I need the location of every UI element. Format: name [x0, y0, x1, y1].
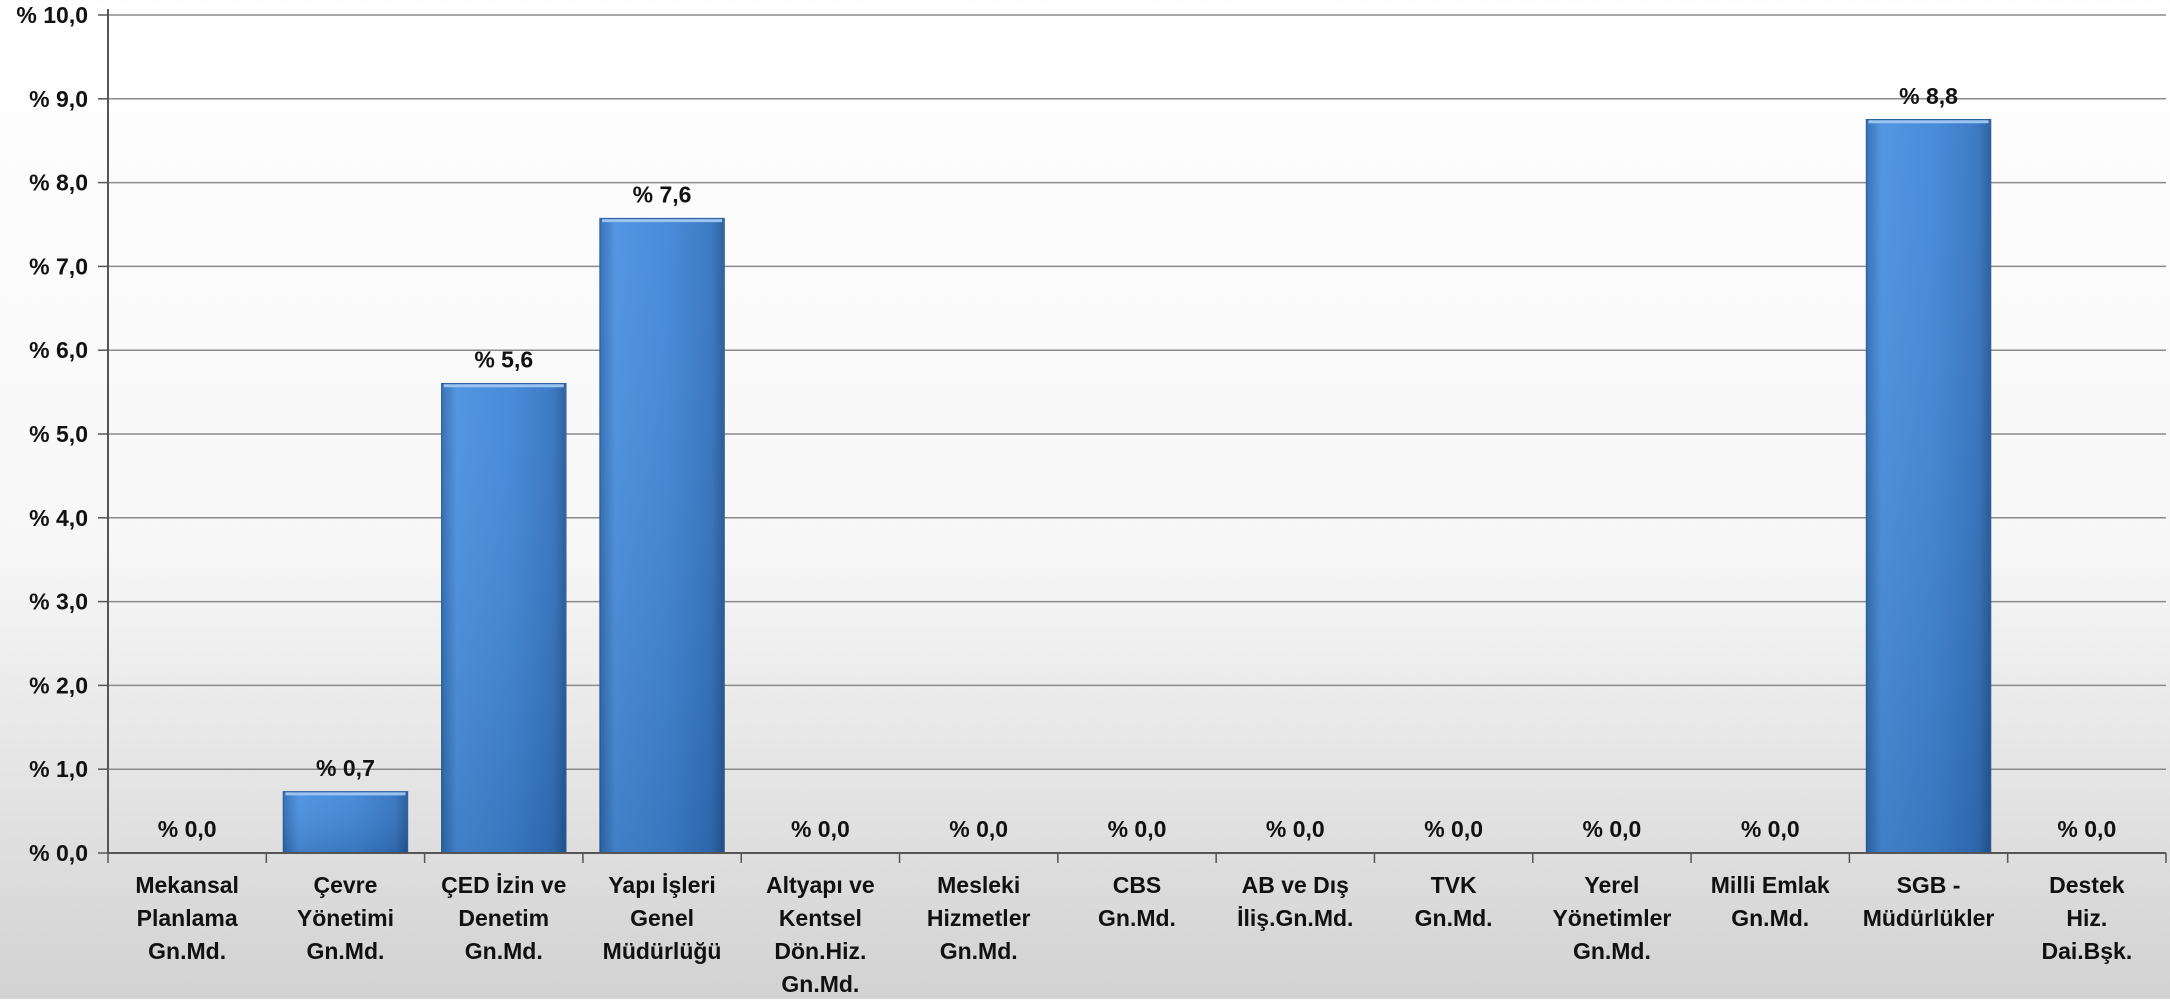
data-label: % 0,0 — [158, 816, 217, 842]
data-label: % 0,0 — [1108, 816, 1167, 842]
y-tick-label: % 5,0 — [29, 421, 88, 447]
axes — [107, 9, 2167, 863]
bar — [282, 791, 409, 854]
x-tick-label: SGB - Müdürlükler — [1862, 872, 1995, 931]
x-tick-label: Altyapı ve Kentsel Dön.Hiz. Gn.Md. — [766, 872, 875, 997]
y-axis-ticks: % 0,0 % 1,0 % 2,0 % 3,0 % 4,0 % 5,0 % 6,0 % 7,0… — [16, 2, 88, 866]
x-tick-label: ÇED İzin ve Denetim Gn.Md. — [441, 872, 567, 964]
x-tick-label: AB ve Dış İliş.Gn.Md. — [1237, 872, 1354, 931]
data-label: % 0,0 — [1424, 816, 1483, 842]
bar — [1865, 119, 1992, 854]
y-tick-label: % 6,0 — [29, 337, 88, 363]
x-tick-label: Milli Emlak Gn.Md. — [1710, 872, 1830, 931]
data-label: % 0,0 — [1583, 816, 1642, 842]
data-labels: % 0,0 % 0,7 % 5,6 % 7,6 % 0,0 % 0,0 % 0,0 % 0,0… — [158, 83, 2117, 842]
data-label: % 7,6 — [633, 182, 692, 208]
data-label: % 0,0 — [949, 816, 1008, 842]
data-label: % 0,0 — [1741, 816, 1800, 842]
data-label: % 0,7 — [316, 755, 375, 781]
y-tick-label: % 3,0 — [29, 589, 88, 615]
gridlines — [98, 14, 2166, 854]
x-tick-label: Yerel Yönetimler Gn.Md. — [1552, 872, 1672, 964]
data-label: % 0,0 — [1266, 816, 1325, 842]
y-tick-label: % 9,0 — [29, 86, 88, 112]
y-tick-label: % 1,0 — [29, 756, 88, 782]
data-label: % 8,8 — [1899, 83, 1958, 109]
x-tick-label: Mesleki Hizmetler Gn.Md. — [926, 872, 1031, 964]
bars — [282, 119, 1992, 854]
y-tick-label: % 4,0 — [29, 505, 88, 531]
y-tick-label: % 0,0 — [29, 840, 88, 866]
data-label: % 0,0 — [2057, 816, 2116, 842]
y-tick-label: % 10,0 — [16, 2, 88, 28]
x-tick-label: Çevre Yönetimi Gn.Md. — [296, 872, 394, 964]
x-tick-label: TVK Gn.Md. — [1414, 872, 1493, 931]
data-label: % 0,0 — [791, 816, 850, 842]
x-tick-label: Yapı İşleri Genel Müdürlüğü — [602, 872, 722, 964]
x-tick-label: Destek Hiz. Dai.Bşk. — [2041, 872, 2133, 964]
bar — [441, 382, 567, 854]
bar — [599, 217, 725, 854]
x-tick-label: Mekansal Planlama Gn.Md. — [135, 872, 239, 964]
y-tick-label: % 7,0 — [29, 253, 88, 279]
x-tick-label: CBS Gn.Md. — [1098, 872, 1176, 931]
y-tick-label: % 2,0 — [29, 672, 88, 698]
data-label: % 5,6 — [474, 347, 533, 373]
y-tick-label: % 8,0 — [29, 170, 88, 196]
